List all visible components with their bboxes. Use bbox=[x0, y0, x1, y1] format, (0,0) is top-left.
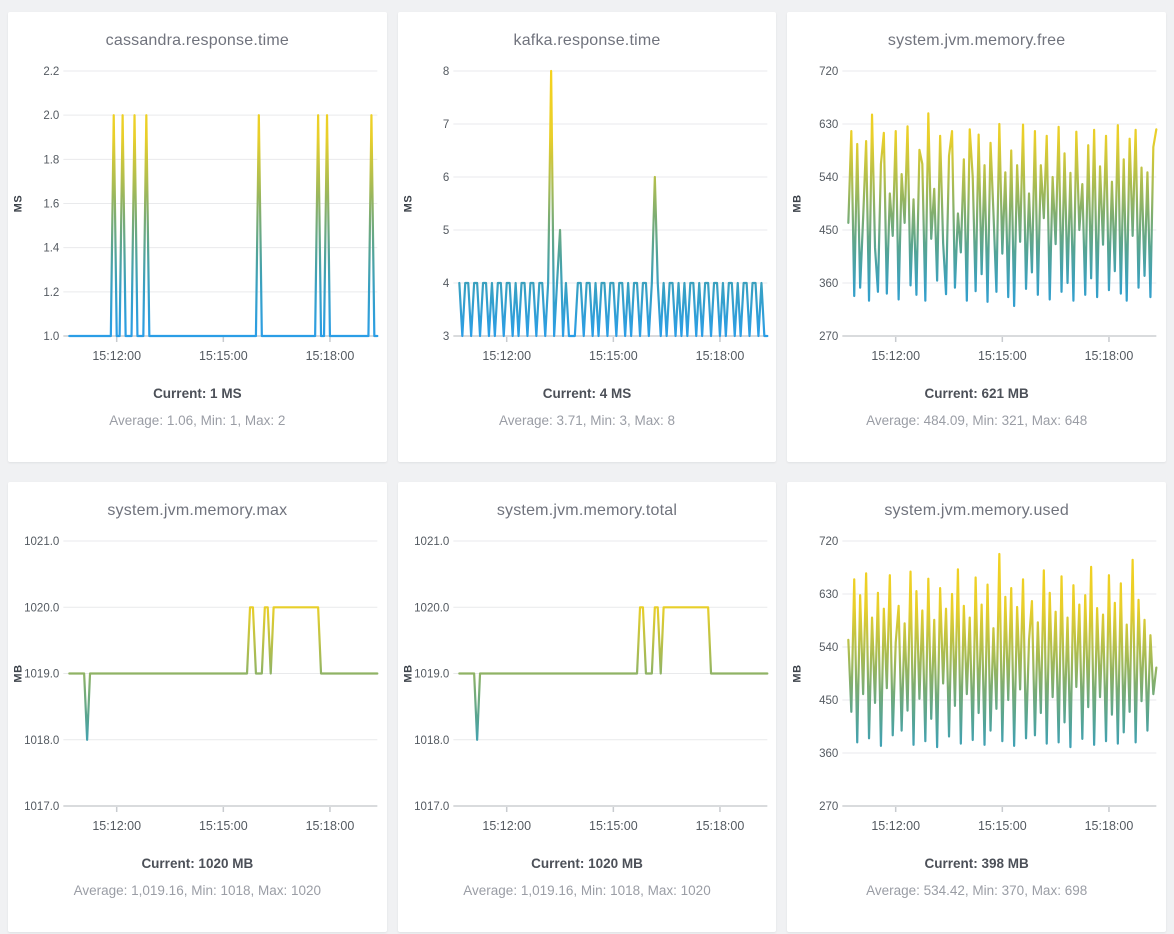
svg-text:15:18:00: 15:18:00 bbox=[306, 349, 355, 363]
chart-current-value: Current: 1020 MB bbox=[141, 856, 254, 871]
chart-card-jvm-memory-total: system.jvm.memory.total 1021.0 1020.0 1019… bbox=[397, 482, 777, 932]
svg-text:6: 6 bbox=[443, 172, 449, 184]
cassandra-response-time-line-chart: 2.2 2.0 1.8 1.6 1.4 1.2 1.0 MS 15:12:00 15:15:00 1… bbox=[12, 66, 379, 363]
svg-text:MB: MB bbox=[792, 194, 804, 212]
chart-card-kafka-response-time: kafka.response.time 8 7 6 5 4 3 MS 15:12:00 15:1… bbox=[397, 12, 777, 462]
svg-text:15:18:00: 15:18:00 bbox=[695, 819, 744, 833]
svg-text:1.4: 1.4 bbox=[43, 243, 60, 255]
chart-title: system.jvm.memory.free bbox=[887, 32, 1066, 49]
svg-text:540: 540 bbox=[819, 642, 838, 654]
chart-card-jvm-memory-used: system.jvm.memory.used 720 630 540 450 360 27… bbox=[787, 482, 1166, 932]
svg-text:15:15:00: 15:15:00 bbox=[589, 819, 638, 833]
svg-text:720: 720 bbox=[819, 536, 838, 548]
chart-card-jvm-memory-free: system.jvm.memory.free 720 630 540 450 360 27… bbox=[787, 12, 1166, 462]
svg-text:1021.0: 1021.0 bbox=[24, 536, 59, 548]
svg-text:15:18:00: 15:18:00 bbox=[1085, 819, 1134, 833]
svg-text:270: 270 bbox=[819, 801, 838, 813]
svg-text:1017.0: 1017.0 bbox=[24, 801, 59, 813]
svg-text:1018.0: 1018.0 bbox=[24, 735, 59, 747]
svg-text:4: 4 bbox=[443, 278, 450, 290]
svg-text:630: 630 bbox=[819, 589, 838, 601]
svg-text:2.2: 2.2 bbox=[43, 66, 59, 78]
svg-text:7: 7 bbox=[443, 119, 449, 131]
svg-text:15:12:00: 15:12:00 bbox=[92, 349, 141, 363]
chart-current-value: Current: 4 MS bbox=[542, 386, 632, 401]
svg-text:1.8: 1.8 bbox=[43, 154, 59, 166]
chart-current-value: Current: 1 MS bbox=[153, 386, 242, 401]
svg-text:1017.0: 1017.0 bbox=[414, 801, 449, 813]
chart-title: system.jvm.memory.used bbox=[884, 502, 1069, 519]
svg-text:15:18:00: 15:18:00 bbox=[1085, 349, 1134, 363]
chart-title: cassandra.response.time bbox=[105, 32, 289, 49]
chart-title: system.jvm.memory.total bbox=[496, 502, 678, 519]
svg-text:15:12:00: 15:12:00 bbox=[482, 819, 531, 833]
svg-text:270: 270 bbox=[819, 331, 838, 343]
svg-text:1019.0: 1019.0 bbox=[24, 669, 59, 681]
svg-text:2.0: 2.0 bbox=[43, 110, 59, 122]
svg-text:1020.0: 1020.0 bbox=[414, 602, 449, 614]
svg-text:360: 360 bbox=[819, 748, 838, 760]
svg-text:1021.0: 1021.0 bbox=[414, 536, 449, 548]
chart-stats: Average: 484.09, Min: 321, Max: 648 bbox=[866, 413, 1088, 428]
svg-text:630: 630 bbox=[819, 119, 838, 131]
svg-text:1.6: 1.6 bbox=[43, 199, 59, 211]
svg-text:15:12:00: 15:12:00 bbox=[482, 349, 531, 363]
chart-stats: Average: 1,019.16, Min: 1018, Max: 1020 bbox=[73, 883, 322, 898]
svg-text:15:12:00: 15:12:00 bbox=[872, 819, 921, 833]
svg-text:15:12:00: 15:12:00 bbox=[92, 819, 141, 833]
svg-text:360: 360 bbox=[819, 278, 838, 290]
chart-stats: Average: 3.71, Min: 3, Max: 8 bbox=[498, 413, 676, 428]
svg-text:5: 5 bbox=[443, 225, 449, 237]
chart-current-value: Current: 1020 MB bbox=[531, 856, 643, 871]
jvm-memory-total-line-chart: 1021.0 1020.0 1019.0 1018.0 1017.0 MB 15:12:00… bbox=[402, 536, 769, 833]
chart-title: kafka.response.time bbox=[513, 32, 661, 49]
svg-text:3: 3 bbox=[443, 331, 449, 343]
chart-current-value: Current: 398 MB bbox=[924, 856, 1029, 871]
chart-title: system.jvm.memory.max bbox=[107, 502, 288, 519]
svg-text:15:15:00: 15:15:00 bbox=[589, 349, 638, 363]
jvm-memory-max-line-chart: 1021.0 1020.0 1019.0 1018.0 1017.0 MB 15:12:00… bbox=[12, 536, 379, 833]
svg-text:15:15:00: 15:15:00 bbox=[199, 819, 248, 833]
svg-text:15:15:00: 15:15:00 bbox=[199, 349, 248, 363]
svg-text:15:15:00: 15:15:00 bbox=[978, 349, 1027, 363]
svg-text:1018.0: 1018.0 bbox=[414, 735, 449, 747]
svg-text:15:18:00: 15:18:00 bbox=[306, 819, 355, 833]
jvm-memory-free-line-chart: 720 630 540 450 360 270 MB 15:12:00 15:15:00 15:1… bbox=[792, 66, 1158, 363]
svg-text:MB: MB bbox=[12, 664, 24, 682]
jvm-memory-used-line-chart: 720 630 540 450 360 270 MB 15:12:00 15:15:00 15:1… bbox=[792, 536, 1158, 833]
chart-stats: Average: 1,019.16, Min: 1018, Max: 1020 bbox=[463, 883, 711, 898]
chart-card-jvm-memory-max: system.jvm.memory.max 1021.0 1020.0 1019.0… bbox=[8, 482, 387, 932]
svg-text:MB: MB bbox=[402, 664, 414, 682]
chart-stats: Average: 1.06, Min: 1, Max: 2 bbox=[109, 413, 286, 428]
svg-text:MB: MB bbox=[792, 664, 804, 682]
kafka-response-time-line-chart: 8 7 6 5 4 3 MS 15:12:00 15:15:00 15:18:00 bbox=[402, 66, 769, 363]
svg-text:15:12:00: 15:12:00 bbox=[872, 349, 921, 363]
svg-text:450: 450 bbox=[819, 225, 838, 237]
svg-text:720: 720 bbox=[819, 66, 838, 78]
svg-text:1020.0: 1020.0 bbox=[24, 602, 59, 614]
svg-text:MS: MS bbox=[12, 195, 24, 213]
svg-text:1.0: 1.0 bbox=[43, 331, 59, 343]
svg-text:15:15:00: 15:15:00 bbox=[978, 819, 1027, 833]
chart-current-value: Current: 621 MB bbox=[924, 386, 1029, 401]
svg-text:450: 450 bbox=[819, 695, 838, 707]
svg-text:1019.0: 1019.0 bbox=[414, 669, 449, 681]
svg-text:540: 540 bbox=[819, 172, 838, 184]
svg-text:1.2: 1.2 bbox=[43, 287, 59, 299]
svg-text:15:18:00: 15:18:00 bbox=[695, 349, 744, 363]
chart-card-cassandra-response-time: cassandra.response.time 2.2 2.0 1.8 1.6 1.4 1… bbox=[8, 12, 387, 462]
svg-text:MS: MS bbox=[402, 195, 414, 213]
svg-text:8: 8 bbox=[443, 66, 449, 78]
chart-stats: Average: 534.42, Min: 370, Max: 698 bbox=[866, 883, 1088, 898]
